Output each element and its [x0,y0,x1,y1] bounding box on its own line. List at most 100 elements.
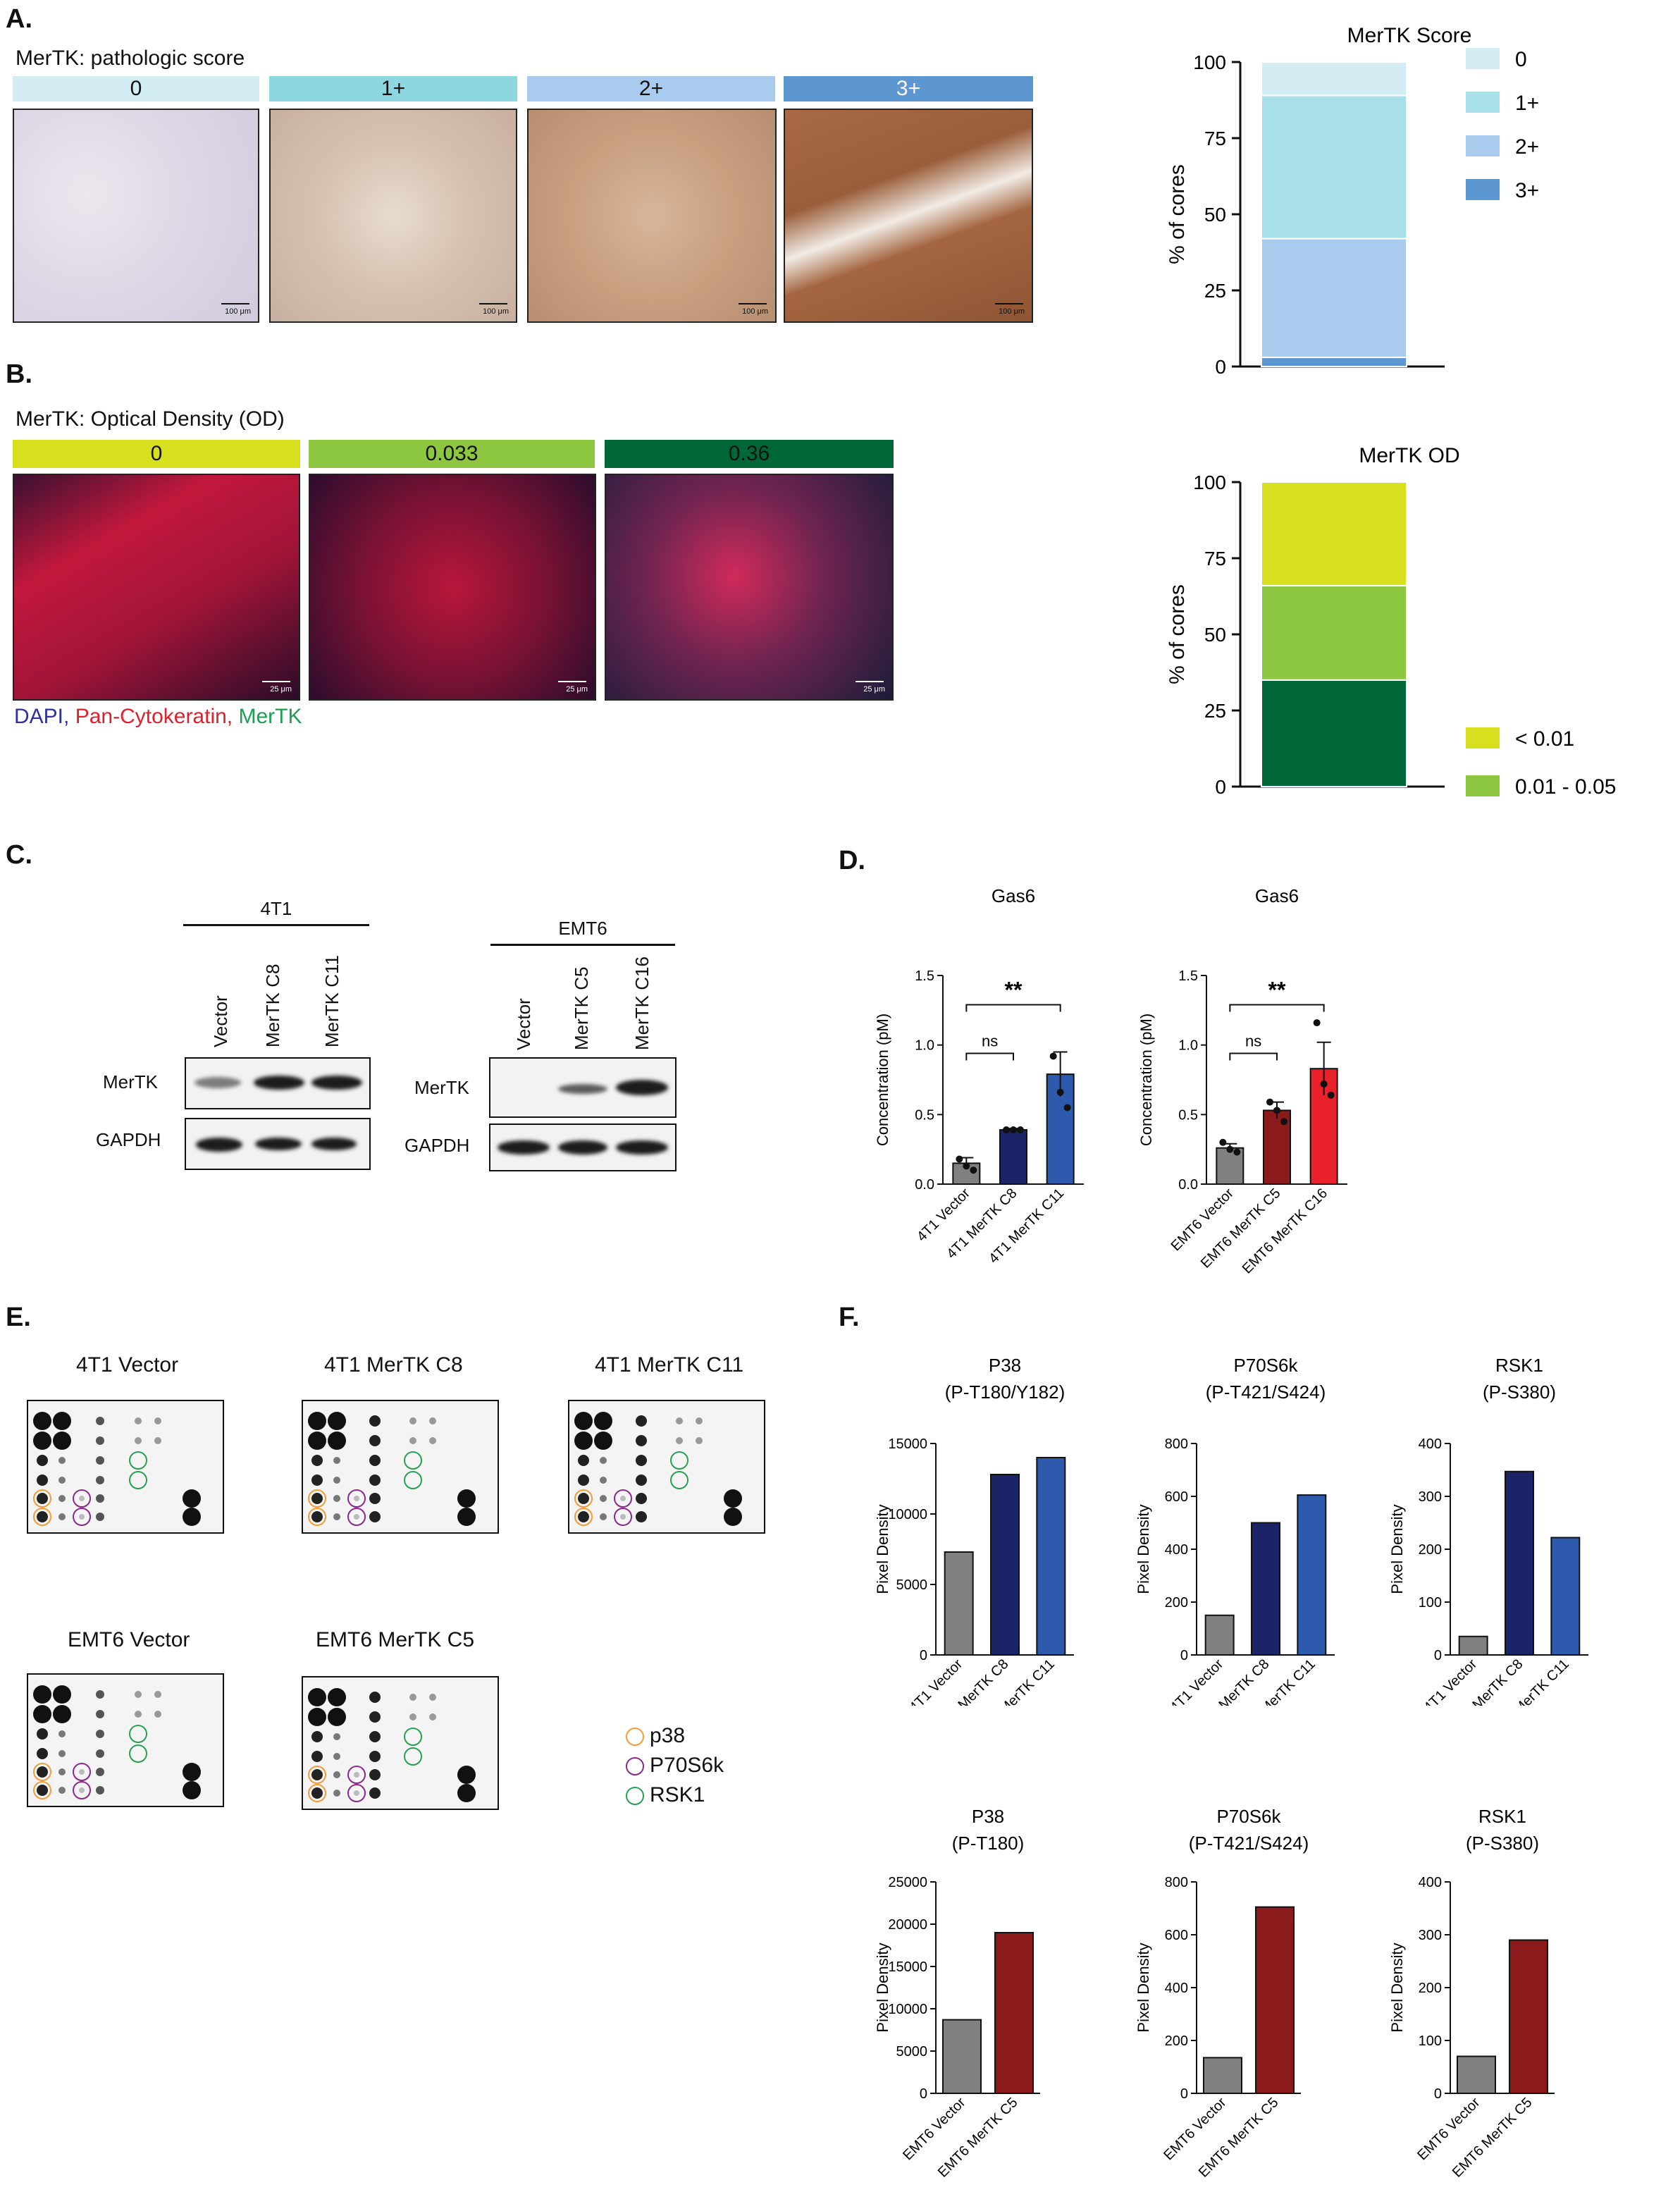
chart-mertk-score: MerTK Score 0 25 50 75 100 % of cores 0 1+ 2+ 3+ [1166,24,1539,378]
p38-marker-icon [308,1508,326,1526]
blot-spot [311,1751,323,1762]
bar [1550,1537,1581,1656]
blot-spot [369,1455,381,1466]
blot-spot [37,1511,48,1522]
y-tick-label: 0 [920,1648,927,1663]
blot-spot [154,1417,161,1424]
blot-spot [354,1772,359,1778]
p38-marker-icon [574,1508,593,1526]
p70s6k-marker-icon [73,1763,91,1781]
blot-spot [311,1493,323,1504]
blot-spot [183,1508,201,1526]
lane-label: Vector [210,995,231,1047]
chart-subtitle: (P-T421/S424) [1206,1381,1326,1403]
blot-band [616,1080,668,1095]
panel-letter-f: F. [839,1303,860,1332]
blot-spot [58,1768,66,1775]
y-tick-label: 300 [1419,1928,1442,1943]
bar [1255,1906,1295,2094]
dot-blot-4t1-mertk-c11 [568,1400,765,1534]
y-tick-label: 25000 [888,1875,927,1890]
blot-spot [429,1713,436,1720]
blot-spot [96,1786,104,1794]
chart-subtitle: (P-T421/S424) [1189,1833,1309,1854]
ihc-image-score-3: 100 μm [784,109,1033,323]
blot-spot [183,1763,201,1781]
chart-p70s6k-emt6: P70S6k (P-T421/S424) 0 200 400 600 800 Pixel De… [1135,1806,1309,2181]
blot-spot [58,1750,66,1757]
blot-group-emt6: EMT6 [490,918,675,946]
y-tick-label: 0 [1215,776,1226,798]
blot-spot [696,1417,703,1424]
bar [1036,1457,1066,1656]
significance-label: ** [1005,977,1023,1002]
dot-blot-4t1-vector [27,1400,224,1534]
blot-spot [457,1766,476,1784]
y-tick-label: 75 [1204,548,1226,570]
y-axis-label: Pixel Density [1388,1504,1406,1594]
blot-spot [308,1708,326,1726]
y-tick-label: 25 [1204,700,1226,722]
blot-spot [457,1508,476,1526]
y-tick-label: 100 [1419,2033,1442,2049]
blot-spot [96,1476,104,1484]
blot-spot [37,1475,48,1486]
y-axis-label: % of cores [1166,164,1189,264]
bar [1457,2055,1496,2094]
blot-spot [429,1417,436,1424]
blot-spot [311,1787,323,1799]
blot-spot [33,1705,51,1723]
significance-label: ns [1245,1033,1261,1050]
y-tick-label: 5000 [896,2044,928,2060]
y-axis-label: Pixel Density [1135,1943,1152,2032]
blot-spot [135,1417,142,1424]
panel-a-title: MerTK: pathologic score [16,47,245,70]
blot-spot [574,1412,593,1430]
scale-bar: 100 μm [479,303,509,316]
stacked-bar-segment [1261,481,1407,586]
legend-label: < 0.01 [1515,727,1574,751]
scale-bar: 25 μm [856,681,885,694]
bar [994,1932,1034,2094]
chart-title: P38 [972,1806,1004,1827]
y-tick-label: 200 [1419,1981,1442,1996]
blot-spot [578,1475,589,1486]
chart-p38-emt6: P38 (P-T180) 0 5000 10000 15000 20000 25000 Pixe… [874,1806,1040,2181]
legend-mertk: MerTK [238,705,302,728]
data-point [1233,1148,1241,1156]
bar [1204,1614,1235,1656]
blot-spot [37,1766,48,1778]
y-tick-label: 15000 [888,1959,927,1975]
p70s6k-marker-icon [347,1766,366,1784]
blot-spot [369,1493,381,1504]
legend-label: 0.01 - 0.05 [1515,775,1616,799]
panel-b-title: MerTK: Optical Density (OD) [16,407,285,431]
rsk1-marker-icon [404,1451,422,1470]
panel-letter-c: C. [6,840,32,870]
legend-label: 0 [1515,48,1527,71]
blot-spot [574,1432,593,1450]
score-header-2: 2+ [527,76,775,101]
blot-spot [369,1415,381,1427]
blot-spot [369,1751,381,1762]
data-point [1280,1118,1287,1126]
chart-rsk1-4t1: RSK1 (P-S380) 0 100 200 300 400 Pixel Density 4T… [1388,1355,1588,1706]
blot-spot [135,1437,142,1444]
legend-dapi: DAPI, [14,705,70,728]
y-tick-label: 0 [1434,2086,1442,2102]
data-point [1320,1080,1328,1088]
group-label: 4T1 [260,898,292,919]
blot-spot [308,1688,326,1706]
legend-row: p38 [626,1721,724,1751]
rsk1-marker-icon [129,1744,147,1763]
stacked-bar-segment [1261,61,1407,97]
blot-spot [96,1456,104,1465]
y-axis-label: Concentration (pM) [874,1014,891,1146]
blot-spot [328,1412,346,1430]
y-tick-label: 400 [1165,1981,1188,1996]
blot-spot [58,1730,66,1737]
blot-spot [457,1784,476,1802]
data-point [1273,1107,1280,1114]
panel-letter-d: D. [839,846,865,875]
